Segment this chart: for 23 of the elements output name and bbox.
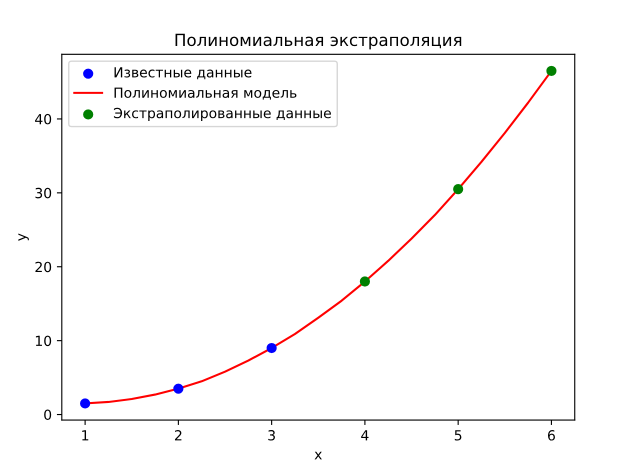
point [546,66,557,76]
point [360,276,370,287]
y-tick-label: 40 [35,114,52,124]
x-tick-label: 3 [268,430,275,441]
x-tick-label: 4 [361,430,369,440]
x-tick-label: 5 [454,430,462,441]
point [453,184,464,194]
x-tick-label: 1 [82,430,88,440]
x-tick-label: 2 [174,430,182,440]
legend-label: Известные данные [114,67,252,80]
y-tick-label: 30 [35,188,52,198]
point [173,384,184,394]
legend-label: Экстраполированные данные [114,108,331,121]
legend-label: Полиномиальная модель [114,88,296,100]
x-tick-label: 6 [548,430,555,441]
chart-title: Полиномиальная экстраполяция [176,34,462,50]
point [266,342,277,354]
y-tick-label: 0 [44,410,52,420]
y-tick-label: 10 [36,336,52,346]
y-axis-title: y [18,233,29,241]
point [80,398,90,409]
y-tick-label: 20 [35,262,52,272]
x-axis-title: x [314,452,322,460]
